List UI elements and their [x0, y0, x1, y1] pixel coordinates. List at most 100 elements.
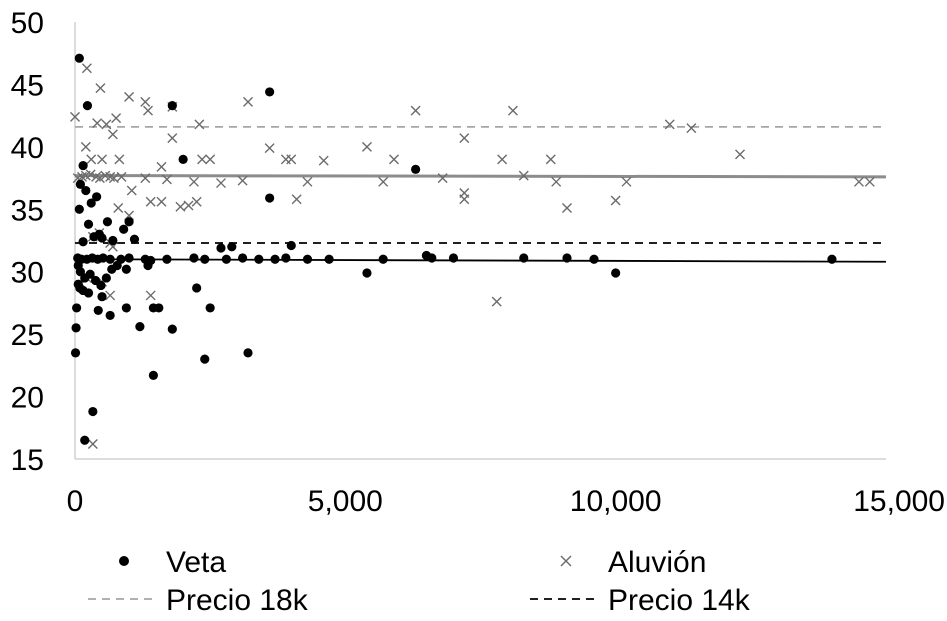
aluvion-point [95, 83, 106, 94]
aluvion-point [107, 129, 118, 140]
veta-point [265, 87, 275, 97]
legend-item: Precio 18k [88, 584, 309, 617]
y-tick-label: 45 [11, 69, 44, 102]
aluvion-point [864, 176, 875, 187]
aluvion-point [94, 173, 105, 184]
aluvion-point [81, 63, 92, 74]
aluvion-point [140, 96, 151, 107]
veta-point [74, 204, 84, 214]
legend-item: Aluvión [560, 546, 706, 579]
aluvion-point [87, 439, 98, 450]
veta-point [286, 240, 296, 251]
aluvion-point [205, 154, 216, 165]
legend-item: Veta [119, 546, 226, 579]
veta-point [105, 254, 115, 264]
aluvion-point [664, 119, 675, 130]
veta-point [302, 254, 313, 264]
veta-point [75, 179, 86, 189]
veta-point [611, 268, 621, 278]
aluvion-point [507, 105, 518, 116]
veta-point [83, 219, 94, 229]
veta-point [89, 232, 99, 242]
aluvion-point [105, 290, 116, 301]
veta-point [97, 233, 107, 243]
aluvion-point [161, 174, 172, 185]
veta-trendline [74, 258, 887, 263]
veta-point [92, 192, 102, 202]
veta-point [411, 164, 421, 174]
aluvion-point [175, 201, 186, 212]
aluvion-point [264, 143, 275, 154]
veta-point [121, 303, 131, 313]
veta-point [216, 243, 226, 253]
aluvion-point [735, 149, 746, 160]
veta-point [200, 254, 210, 264]
x-tick-label: 5,000 [308, 485, 383, 518]
x-tick-labels: 0 5,000 10,000 15,000 [67, 485, 945, 518]
veta-point [189, 253, 199, 263]
veta-point [74, 53, 84, 63]
aluvion-point [191, 196, 202, 207]
y-tick-label: 35 [11, 194, 44, 227]
aluvion-point [113, 203, 124, 214]
aluvion-point [853, 176, 864, 187]
aluvion-point [459, 194, 470, 205]
aluvion-point [188, 176, 199, 187]
aluvion-point [140, 173, 151, 184]
veta-point [167, 324, 177, 334]
veta-point [324, 254, 334, 264]
aluvion-point [126, 185, 137, 196]
y-tick-label: 25 [11, 319, 44, 352]
veta-point [148, 370, 158, 380]
legend: Veta Aluvión Precio 18k Precio 14k [88, 546, 751, 617]
legend-label: Aluvión [608, 546, 706, 579]
y-tick-labels: 15 20 25 30 35 40 45 50 [11, 7, 44, 477]
veta-point [82, 101, 93, 111]
x-tick-label: 10,000 [570, 485, 662, 518]
aluvion-point [545, 154, 556, 165]
aluvion-point [215, 178, 226, 189]
veta-point [71, 323, 81, 333]
veta-point [83, 288, 94, 298]
legend-label: Veta [166, 546, 226, 579]
veta-point [96, 280, 106, 291]
veta-point [205, 303, 215, 313]
veta-point [162, 254, 172, 264]
veta-point [265, 193, 275, 203]
veta-point [121, 264, 131, 274]
aluvion-point [551, 176, 562, 187]
aluvion-trendline [74, 174, 887, 179]
aluvion-point [378, 176, 389, 187]
veta-point [135, 322, 145, 332]
veta-point [129, 234, 140, 244]
aluvion-point [318, 155, 329, 166]
veta-point [192, 283, 202, 293]
aluvion-point [197, 154, 208, 165]
veta-point [108, 235, 118, 246]
aluvion-point [459, 133, 470, 144]
aluvion-point [194, 119, 205, 130]
veta-point [270, 254, 280, 264]
veta-point [178, 154, 188, 164]
y-tick-label: 50 [11, 7, 44, 40]
veta-point [243, 348, 253, 358]
aluvion-point [286, 154, 297, 165]
aluvion-point [610, 195, 621, 206]
veta-point [221, 254, 231, 264]
veta-point [78, 160, 88, 171]
veta-point [105, 310, 115, 321]
aluvion-point [97, 154, 108, 165]
aluvion-point [145, 196, 156, 207]
veta-point [119, 224, 129, 234]
veta-point [143, 260, 153, 271]
veta-point [227, 242, 237, 252]
aluvion-point [491, 296, 502, 307]
aluvion-point [80, 141, 91, 152]
aluvion-point [302, 176, 313, 187]
aluvion-point [145, 290, 156, 301]
veta-point [254, 254, 264, 264]
x-tick-label: 15,000 [853, 485, 945, 518]
aluvion-point [156, 196, 167, 207]
aluvion-point [291, 194, 302, 205]
